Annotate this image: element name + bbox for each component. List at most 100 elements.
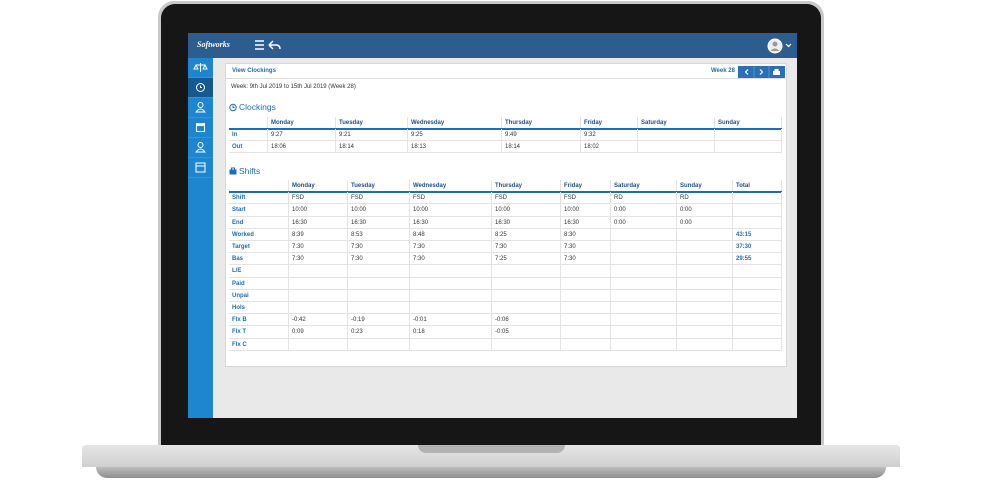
table-cell (561, 314, 611, 327)
table-cell: 7:25 (492, 253, 561, 266)
sidebar-item[interactable] (188, 158, 213, 178)
table-cell: 9:25 (408, 129, 502, 141)
user-menu[interactable] (767, 38, 793, 54)
nav-icons[interactable] (254, 38, 282, 52)
table-cell: 18:13 (408, 141, 502, 153)
total-cell: 43:15 (733, 228, 782, 241)
table-cell (677, 302, 733, 315)
table-cell (289, 289, 348, 302)
table-cell (348, 338, 410, 351)
row-label: Flx C (229, 338, 289, 351)
table-cell (611, 228, 677, 241)
table-cell: 9:32 (581, 129, 638, 141)
table-cell: 7:30 (561, 253, 611, 266)
total-cell (733, 216, 782, 229)
table-cell: 10:00 (410, 204, 492, 217)
table-cell: -0:19 (348, 314, 410, 327)
total-cell (733, 277, 782, 290)
table-cell (715, 129, 782, 141)
table-cell (410, 289, 492, 302)
sidebar-item[interactable] (188, 138, 213, 158)
table-cell: 9:27 (268, 129, 336, 141)
sidebar-item[interactable] (188, 118, 213, 138)
table-cell: 7:30 (492, 241, 561, 254)
sidebar-item-active[interactable] (188, 78, 213, 98)
table-cell: -0:42 (289, 314, 348, 327)
table-cell (611, 289, 677, 302)
table-cell: FSD (348, 192, 410, 205)
top-bar (188, 33, 797, 58)
row-label: Flx T (229, 326, 289, 339)
table-cell: RD (611, 192, 677, 205)
table-cell (677, 289, 733, 302)
total-cell: 37:30 (733, 241, 782, 254)
table-cell: RD (677, 192, 733, 205)
table-cell: 10:00 (492, 204, 561, 217)
table-cell: 7:30 (289, 241, 348, 254)
hinge-notch (418, 445, 565, 453)
back-icon[interactable] (268, 40, 281, 50)
row-label: L/E (229, 265, 289, 278)
table-cell (611, 253, 677, 266)
laptop-base (82, 445, 900, 467)
table-cell (348, 277, 410, 290)
laptop-base-bottom (96, 467, 886, 478)
table-cell (611, 302, 677, 315)
print-button[interactable] (773, 69, 780, 75)
prev-week-button[interactable] (744, 69, 749, 75)
table-cell (677, 314, 733, 327)
table-cell (410, 338, 492, 351)
next-week-button[interactable] (759, 69, 764, 75)
logo: Softworks (197, 40, 230, 49)
table-cell: 7:30 (348, 241, 410, 254)
table-cell (348, 289, 410, 302)
table-cell (611, 314, 677, 327)
row-label: End (229, 216, 289, 229)
table-cell (611, 326, 677, 339)
menu-icon[interactable] (255, 40, 264, 50)
table-cell (492, 338, 561, 351)
sidebar-item[interactable] (188, 58, 213, 78)
table-cell (289, 302, 348, 315)
table-cell: 16:30 (348, 216, 410, 229)
table-cell (677, 338, 733, 351)
page-title: View Clockings (232, 68, 276, 74)
table-cell (677, 228, 733, 241)
table-cell (348, 302, 410, 315)
table-cell: 8:30 (561, 228, 611, 241)
table-cell: 9:21 (336, 129, 408, 141)
total-cell (733, 265, 782, 278)
table-cell (611, 277, 677, 290)
table-cell (561, 265, 611, 278)
table-cell (561, 289, 611, 302)
panel-header-line (226, 78, 785, 79)
table-cell (410, 265, 492, 278)
sidebar (188, 58, 213, 418)
table-cell (348, 265, 410, 278)
table-cell: 18:14 (502, 141, 581, 153)
row-label: Hols (229, 302, 289, 315)
table-cell (677, 253, 733, 266)
table-cell: -0:05 (492, 326, 561, 339)
table-cell: 10:00 (289, 204, 348, 217)
table-cell: FSD (492, 192, 561, 205)
table-cell: 9:49 (502, 129, 581, 141)
table-cell (611, 338, 677, 351)
table-cell: FSD (289, 192, 348, 205)
table-cell (492, 302, 561, 315)
table-cell (611, 265, 677, 278)
table-cell: 8:48 (410, 228, 492, 241)
total-cell (733, 302, 782, 315)
table-cell: 8:53 (348, 228, 410, 241)
row-label: Bas (229, 253, 289, 266)
table-cell (492, 289, 561, 302)
table-cell: 0:00 (677, 204, 733, 217)
sidebar-item[interactable] (188, 98, 213, 118)
total-cell (733, 314, 782, 327)
table-cell (492, 265, 561, 278)
table-cell: FSD (561, 192, 611, 205)
table-cell: -0:01 (410, 314, 492, 327)
briefcase-icon (229, 167, 237, 175)
header-underline (229, 191, 782, 193)
table-cell (561, 326, 611, 339)
